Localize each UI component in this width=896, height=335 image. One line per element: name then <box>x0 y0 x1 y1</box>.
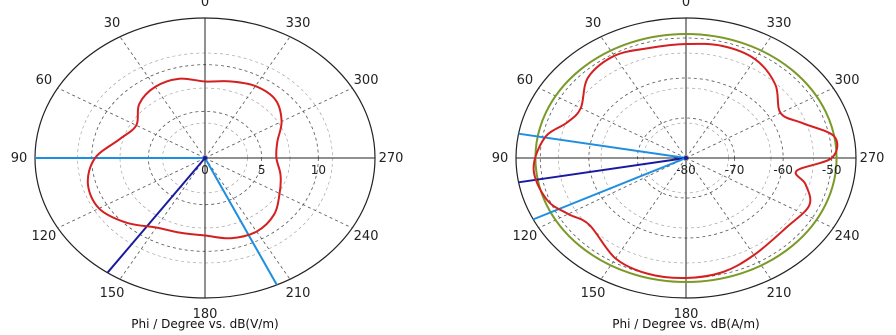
angle-tick-label: 120 <box>32 229 57 244</box>
angle-tick-label: 240 <box>835 229 860 244</box>
grid-spoke <box>600 157 687 280</box>
grid-spoke <box>600 36 687 159</box>
grid-spoke <box>204 157 291 280</box>
grid-spoke <box>119 36 206 159</box>
angle-tick-label: 270 <box>860 151 885 166</box>
angle-tick-label: 330 <box>767 16 792 31</box>
angle-tick-label: 180 <box>193 307 218 322</box>
grid-spoke <box>685 36 772 159</box>
marker-line <box>518 132 687 159</box>
grid-spoke <box>119 157 206 280</box>
angle-tick-label: 210 <box>286 286 311 301</box>
angle-tick-label: 300 <box>835 73 860 88</box>
angle-tick-label: 150 <box>581 286 606 301</box>
grid-spoke <box>685 157 772 280</box>
angle-tick-label: 0 <box>201 0 209 10</box>
angle-tick-label: 90 <box>492 151 509 166</box>
radiation-pattern-curve <box>532 42 839 280</box>
angle-tick-label: 60 <box>36 73 53 88</box>
radial-tick-label: -60 <box>773 163 793 177</box>
chart-left-caption: Phi / Degree vs. dB(V/m) <box>131 317 278 331</box>
radiation-pattern-curve <box>86 77 283 240</box>
marker-line <box>106 157 206 274</box>
radial-tick-label: 10 <box>311 163 326 177</box>
polar-chart-right: Phi / Degree vs. dB(A/m) 0 30 60 90 120 150 18… <box>492 0 885 331</box>
chart-right-caption: Phi / Degree vs. dB(A/m) <box>612 317 759 331</box>
radial-tick-label: 0 <box>201 163 209 177</box>
angle-tick-label: 60 <box>517 73 534 88</box>
angle-tick-label: 330 <box>286 16 311 31</box>
radial-tick-label: -80 <box>676 163 696 177</box>
angle-tick-label: 30 <box>585 16 602 31</box>
grid-spoke <box>204 87 353 159</box>
angle-tick-label: 30 <box>104 16 121 31</box>
grid-spoke <box>685 87 834 159</box>
angle-tick-label: 0 <box>682 0 690 10</box>
angle-tick-label: 300 <box>354 73 379 88</box>
angle-tick-label: 270 <box>379 151 404 166</box>
centre-point <box>684 156 688 160</box>
centre-point <box>203 156 207 160</box>
outer-circle <box>515 17 857 299</box>
angle-tick-label: 150 <box>100 286 125 301</box>
angle-tick-label: 240 <box>354 229 379 244</box>
angle-tick-label: 210 <box>767 286 792 301</box>
grid-spoke <box>57 87 206 159</box>
marker-line <box>204 157 278 286</box>
marker-line <box>518 157 687 184</box>
grid-spoke <box>204 36 291 159</box>
marker-line <box>532 157 687 221</box>
angle-tick-label: 180 <box>674 307 699 322</box>
angle-tick-label: 90 <box>11 151 28 166</box>
radial-tick-label: 5 <box>258 163 266 177</box>
angle-tick-label: 120 <box>513 229 538 244</box>
polar-chart-left: Phi / Degree vs. dB(V/m) 0 30 60 90 120 150 18… <box>11 0 404 331</box>
radial-tick-label: -70 <box>725 163 745 177</box>
radial-tick-label: -50 <box>822 163 842 177</box>
